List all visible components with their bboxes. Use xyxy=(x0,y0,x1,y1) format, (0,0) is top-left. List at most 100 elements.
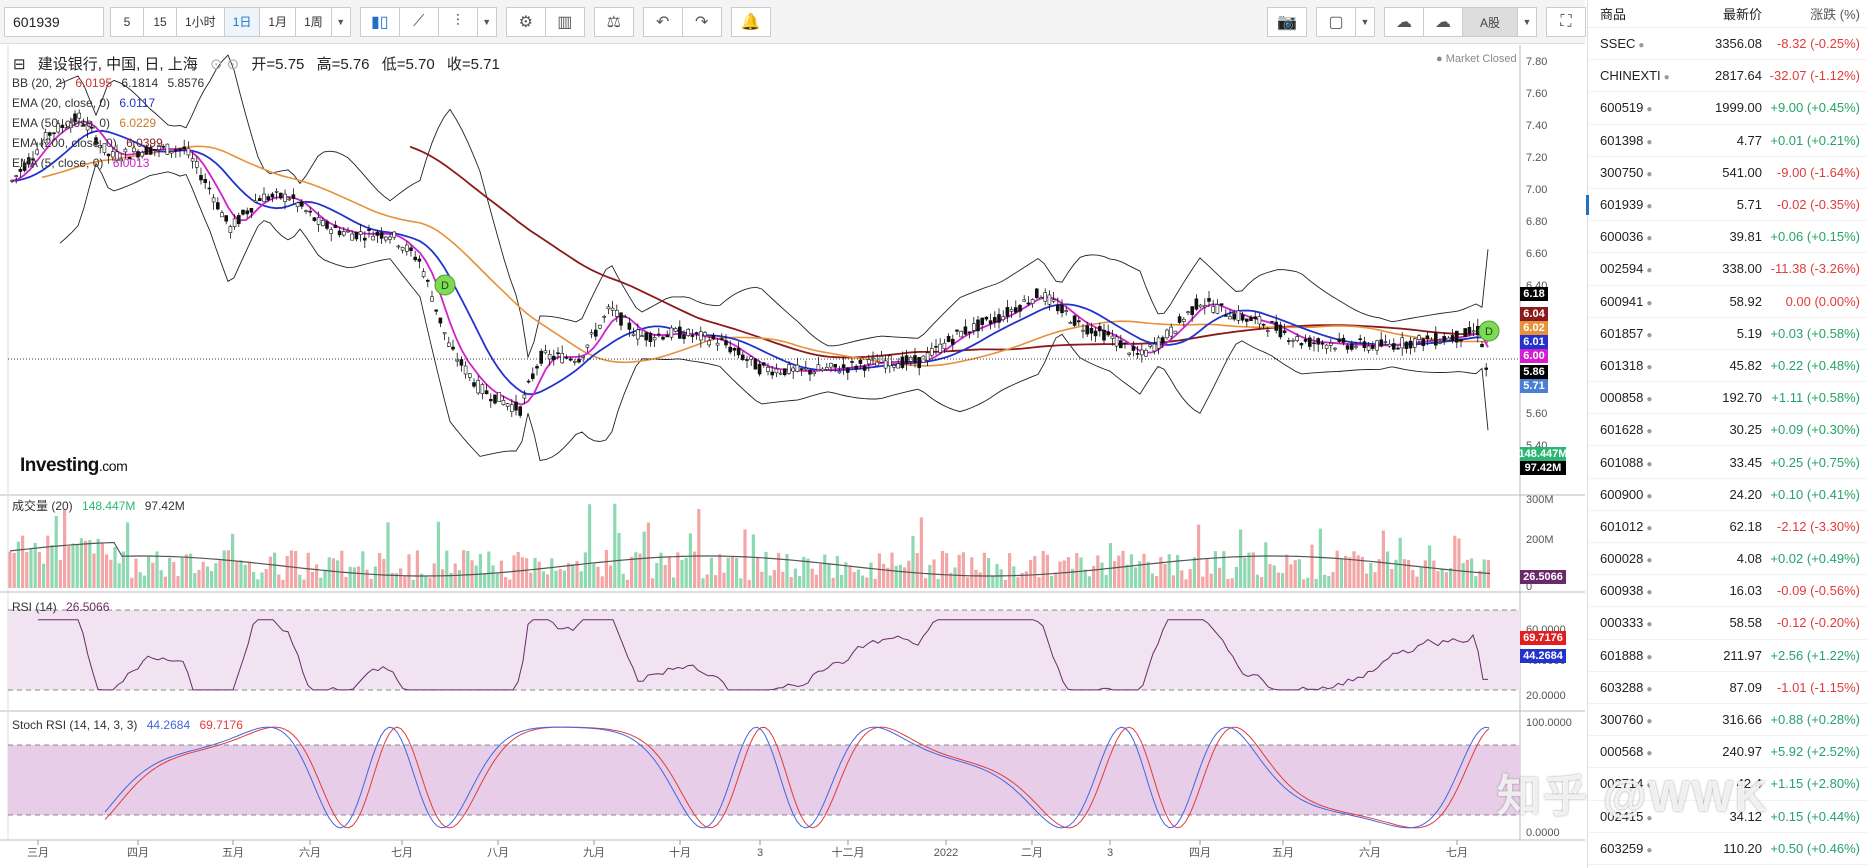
volume-bar xyxy=(1079,557,1083,588)
watchlist-row[interactable]: 601398 ● 4.77 +0.01 (+0.21%) xyxy=(1588,125,1867,157)
volume-bar xyxy=(294,550,298,588)
interval-1m-button[interactable]: 1月 xyxy=(259,6,297,37)
x-axis-label: 四月 xyxy=(1189,847,1211,859)
color-square-icon[interactable]: ▢ xyxy=(1316,7,1356,37)
row-symbol: 600938 ● xyxy=(1600,583,1653,599)
header-change[interactable]: 涨跌 (%) xyxy=(1810,7,1860,22)
symbol-input[interactable]: 601939 xyxy=(4,6,104,37)
rsi-legend[interactable]: RSI (14) 26.5066 xyxy=(12,600,110,614)
chart-canvas[interactable]: 7.807.607.407.207.006.806.606.406.206.00… xyxy=(0,45,1585,868)
market-dropdown-icon[interactable]: ▼ xyxy=(1517,7,1537,37)
watchlist-row[interactable]: SSEC ● 3356.08 -8.32 (-0.25%) xyxy=(1588,28,1867,61)
interval-dropdown-caret-icon[interactable]: ▼ xyxy=(330,6,351,37)
cloud-download-icon[interactable]: ☁ xyxy=(1384,7,1424,37)
volume-bar xyxy=(693,551,697,588)
row-last: 4.77 xyxy=(1736,132,1762,148)
chart-area[interactable]: 7.807.607.407.207.006.806.606.406.206.00… xyxy=(0,45,1585,868)
candle-body xyxy=(833,364,838,368)
undo-icon[interactable]: ↶ xyxy=(642,6,683,37)
watchlist-row[interactable]: 603288 ● 87.09 -1.01 (-1.15%) xyxy=(1588,672,1867,704)
interval-1h-button[interactable]: 1小时 xyxy=(176,6,225,37)
candle-body xyxy=(26,157,31,165)
settings-gear-icon[interactable]: ⚙ xyxy=(505,6,546,37)
ema20-legend[interactable]: EMA (20, close, 0) 6.0117 xyxy=(12,96,156,110)
candle-body xyxy=(896,363,901,369)
header-last[interactable]: 最新价 xyxy=(1722,7,1762,22)
watchlist-row[interactable]: 600036 ● 39.81 +0.06 (+0.15%) xyxy=(1588,221,1867,254)
watchlist-row[interactable]: 300760 ● 316.66 +0.88 (+0.28%) xyxy=(1588,704,1867,737)
line-chart-icon[interactable]: ⟋ xyxy=(398,6,439,37)
ema5-legend[interactable]: EMA (5, close, 0) 6.0013 xyxy=(12,156,150,170)
compare-scale-icon[interactable]: ⚖ xyxy=(593,6,634,37)
cloud-upload-icon[interactable]: ☁ xyxy=(1423,7,1463,37)
market-select-button[interactable]: A股 xyxy=(1462,7,1518,37)
ema50-legend[interactable]: EMA (50, close, 0) 6.0229 xyxy=(12,116,157,130)
volume-bar xyxy=(882,563,886,588)
candle-body xyxy=(1266,330,1270,332)
alert-bell-icon[interactable]: 🔔 xyxy=(730,6,771,37)
row-change: -2.12 (-3.30%) xyxy=(1776,518,1860,534)
watchlist-row[interactable]: 600028 ● 4.08 +0.02 (+0.49%) xyxy=(1588,543,1867,576)
watchlist-row[interactable]: 601628 ● 30.25 +0.09 (+0.30%) xyxy=(1588,414,1867,447)
volume-bar xyxy=(273,552,277,588)
watchlist-row[interactable]: 002594 ● 338.00 -11.38 (-3.26%) xyxy=(1588,253,1867,286)
volume-bar xyxy=(877,553,881,588)
watchlist-row[interactable]: 300750 ● 541.00 -9.00 (-1.64%) xyxy=(1588,157,1867,189)
volume-legend[interactable]: 成交量 (20) 148.447M 97.42M xyxy=(12,499,185,513)
candle-body xyxy=(472,382,476,387)
x-axis-label: 3 xyxy=(1107,847,1113,859)
candle-body xyxy=(929,348,934,356)
watchlist-row[interactable]: 601888 ● 211.97 +2.56 (+1.22%) xyxy=(1588,640,1867,672)
bb-legend[interactable]: BB (20, 2) 6.0195 6.1814 5.8576 xyxy=(12,76,205,90)
watchlist-row[interactable]: CHINEXTI ● 2817.64 -32.07 (-1.12%) xyxy=(1588,60,1867,93)
candle-body xyxy=(31,158,35,161)
camera-snapshot-icon[interactable]: 📷 xyxy=(1267,7,1307,37)
candle-body xyxy=(1303,339,1308,342)
watchlist-row[interactable]: 000333 ● 58.58 -0.12 (-0.20%) xyxy=(1588,607,1867,640)
watchlist-row[interactable]: 601857 ● 5.19 +0.03 (+0.58%) xyxy=(1588,318,1867,350)
watchlist-row[interactable]: 000858 ● 192.70 +1.11 (+0.58%) xyxy=(1588,382,1867,415)
watchlist-row[interactable]: 600941 ● 58.92 0.00 (0.00%) xyxy=(1588,286,1867,318)
volume-bar xyxy=(491,565,495,588)
chart-type-dropdown-icon[interactable]: ▼ xyxy=(476,6,497,37)
bar-chart-icon[interactable]: ⫶ xyxy=(437,6,478,37)
watchlist-row[interactable]: 000568 ● 240.97 +5.92 (+2.52%) xyxy=(1588,736,1867,769)
watchlist-row[interactable]: 601088 ● 33.45 +0.25 (+0.75%) xyxy=(1588,446,1867,479)
watchlist-row[interactable]: 601939 ● 5.71 -0.02 (-0.35%) xyxy=(1586,189,1867,222)
watchlist-row[interactable]: 603259 ● 110.20 +0.50 (+0.46%) xyxy=(1588,833,1867,865)
watchlist-row[interactable]: 601318 ● 45.82 +0.22 (+0.48%) xyxy=(1588,350,1867,383)
volume-bar xyxy=(781,571,785,588)
candlestick-chart-icon[interactable]: ▮▯ xyxy=(359,6,400,37)
indicators-icon[interactable]: ▥ xyxy=(544,6,585,37)
watchlist-row[interactable]: 600900 ● 24.20 +0.10 (+0.41%) xyxy=(1588,479,1867,511)
interval-1d-button[interactable]: 1日 xyxy=(223,6,261,37)
ema200-legend[interactable]: EMA (200, close, 0) 6.0399 xyxy=(12,136,163,150)
interval-1w-button[interactable]: 1周 xyxy=(295,6,332,37)
volume-bar xyxy=(659,552,663,588)
watchlist-row[interactable]: 002714 ● 42.4 +1.15 (+2.80%) xyxy=(1588,768,1867,801)
watchlist-row[interactable]: 002415 ● 34.12 +0.15 (+0.44%) xyxy=(1588,801,1867,833)
status-dot-icon: ● xyxy=(1646,587,1653,599)
color-dropdown-icon[interactable]: ▼ xyxy=(1355,7,1375,37)
candle-body xyxy=(593,329,598,337)
candle-body xyxy=(715,342,720,346)
header-symbol[interactable]: 商品 xyxy=(1600,7,1627,22)
legend-controls-icon[interactable]: ⊙ ⊙ xyxy=(209,56,240,73)
fullscreen-icon[interactable]: ⛶ xyxy=(1546,7,1586,37)
row-last: 5.19 xyxy=(1736,325,1762,341)
watchlist-row[interactable]: 600938 ● 16.03 -0.09 (-0.56%) xyxy=(1588,575,1867,608)
candle-body xyxy=(614,310,619,317)
watchlist-row[interactable]: 601012 ● 62.18 -2.12 (-3.30%) xyxy=(1588,511,1867,543)
candle-body xyxy=(518,406,523,416)
candle-body xyxy=(1131,345,1136,351)
stoch-legend[interactable]: Stoch RSI (14, 14, 3, 3) 44.2684 69.7176 xyxy=(12,718,243,732)
collapse-icon[interactable]: ⊟ xyxy=(13,56,26,73)
interval-5min-button[interactable]: 5 xyxy=(110,6,144,37)
volume-bar xyxy=(16,541,20,588)
volume-bar xyxy=(991,575,995,588)
redo-icon[interactable]: ↷ xyxy=(681,6,722,37)
interval-15min-button[interactable]: 15 xyxy=(143,6,177,37)
candle-body xyxy=(1035,288,1039,298)
watchlist-row[interactable]: 600519 ● 1999.00 +9.00 (+0.45%) xyxy=(1588,92,1867,125)
candle-body xyxy=(530,373,535,379)
